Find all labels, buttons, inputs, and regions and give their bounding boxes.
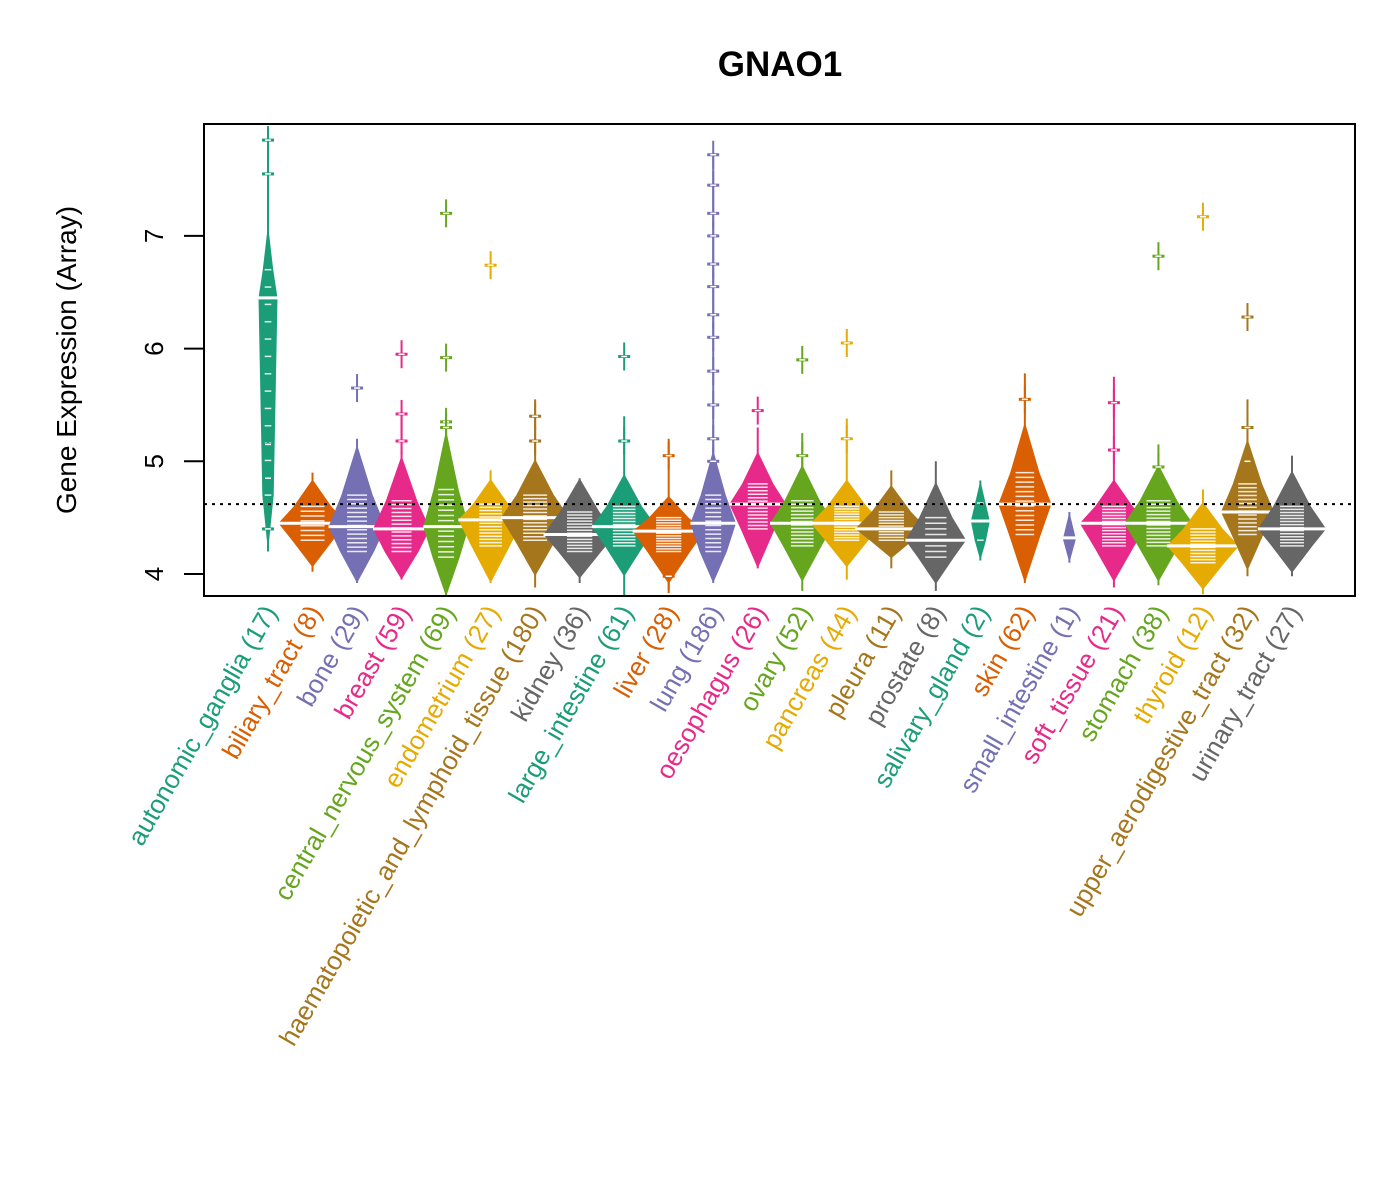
- bean-small_intestine: [1057, 512, 1081, 563]
- bean-haematopoietic_and_lymphoid_tissue: [500, 399, 570, 588]
- y-tick-label: 7: [139, 229, 169, 243]
- bean-density: [729, 451, 787, 569]
- plot-frame: [203, 123, 1356, 597]
- x-axis-labels: autonomic_ganglia (17)biliary_tract (8)b…: [121, 600, 1307, 1051]
- bean-density: [1220, 438, 1275, 571]
- bean-large_intestine: [591, 342, 657, 597]
- bean-skin: [998, 373, 1052, 584]
- bean-density: [632, 496, 705, 584]
- y-axis: 4 5 6 7: [139, 229, 204, 581]
- bean-bone: [328, 374, 386, 584]
- bean-stomach: [1124, 242, 1193, 586]
- bean-salivary_gland: [970, 480, 990, 561]
- beans-layer: [258, 126, 1327, 597]
- bean-density: [258, 224, 278, 552]
- bean-upper_aerodigestive_tract: [1220, 303, 1275, 577]
- chart-title: GNAO1: [718, 45, 842, 84]
- bean-central_nervous_system: [423, 199, 469, 597]
- bean-density: [373, 455, 431, 580]
- bean-density: [998, 422, 1052, 584]
- bean-soft_tissue: [1079, 376, 1149, 588]
- bean-density: [328, 444, 386, 584]
- bean-ovary: [769, 345, 835, 591]
- bean-oesophagus: [729, 396, 787, 569]
- bean-kidney: [543, 478, 616, 584]
- bean-prostate: [905, 461, 967, 591]
- bean-endometrium: [458, 251, 523, 584]
- bean-urinary_tract: [1257, 455, 1327, 577]
- y-axis-label: Gene Expression (Array): [51, 206, 82, 514]
- bean-density: [423, 429, 469, 597]
- bean-density: [543, 478, 616, 579]
- bean-breast: [373, 340, 431, 580]
- bean-thyroid: [1166, 202, 1240, 595]
- y-tick-label: 5: [139, 454, 169, 468]
- bean-liver: [632, 438, 705, 594]
- y-tick-label: 6: [139, 341, 169, 355]
- bean-autonomic_ganglia: [258, 126, 278, 552]
- bean-density: [458, 478, 523, 584]
- y-tick-label: 4: [139, 567, 169, 581]
- bean-lung: [690, 140, 737, 584]
- bean-density: [905, 481, 967, 585]
